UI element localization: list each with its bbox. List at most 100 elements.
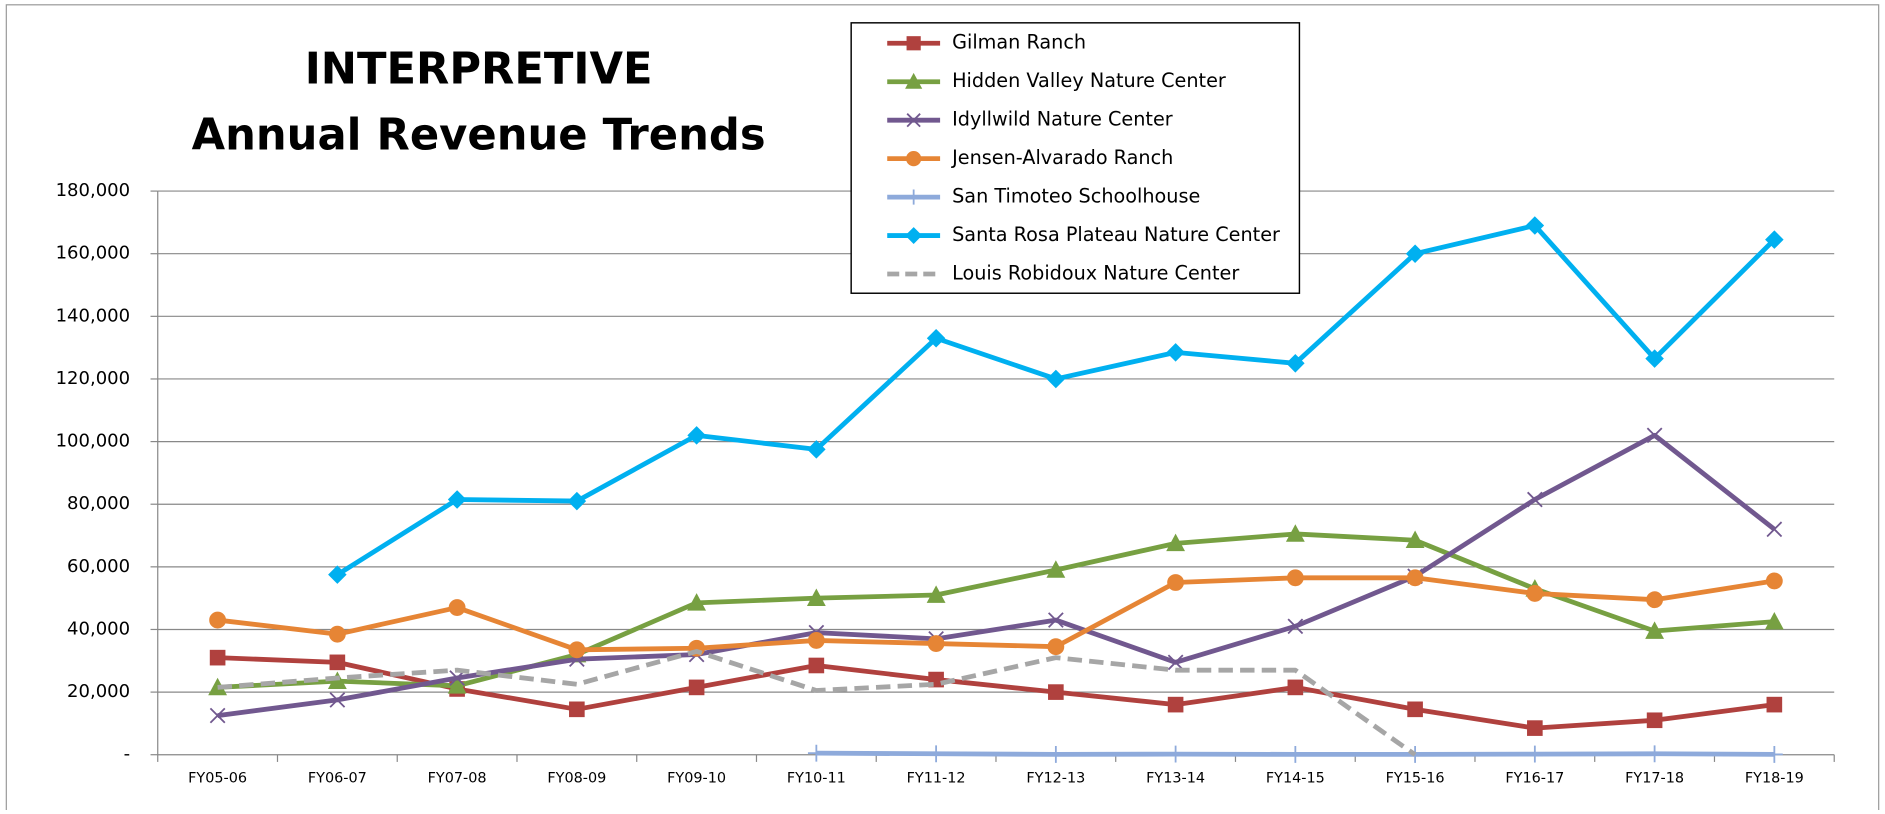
marker xyxy=(905,227,923,244)
marker xyxy=(927,635,945,652)
marker xyxy=(1406,569,1424,587)
y-tick-label: 40,000 xyxy=(67,618,130,639)
marker xyxy=(1405,244,1425,263)
marker xyxy=(567,491,587,511)
x-tick-label: FY18-19 xyxy=(1745,771,1804,787)
marker xyxy=(448,599,466,616)
legend-label: Louis Robidoux Nature Center xyxy=(952,262,1239,285)
marker xyxy=(447,490,467,509)
marker xyxy=(1166,343,1185,362)
marker xyxy=(807,632,825,649)
marker xyxy=(1287,679,1304,696)
marker xyxy=(906,113,921,128)
marker xyxy=(209,707,226,724)
series-line xyxy=(217,648,1417,757)
marker xyxy=(807,744,825,762)
y-tick-label: 80,000 xyxy=(67,493,130,514)
x-tick-label: FY07-08 xyxy=(428,771,487,787)
marker xyxy=(1766,521,1783,538)
y-tick-label: 120,000 xyxy=(56,368,131,389)
marker xyxy=(906,36,921,51)
marker xyxy=(1764,611,1784,630)
marker xyxy=(1285,524,1305,542)
y-tick-label: 160,000 xyxy=(56,243,131,264)
legend-label: Gilman Ranch xyxy=(952,31,1086,54)
marker xyxy=(1646,591,1664,609)
marker xyxy=(1526,745,1544,763)
marker xyxy=(808,657,825,674)
legend-label: San Timoteo Schoolhouse xyxy=(952,185,1200,208)
x-tick-label: FY12-13 xyxy=(1026,771,1085,787)
marker xyxy=(568,641,586,659)
marker xyxy=(329,654,346,671)
marker xyxy=(1645,621,1665,639)
marker xyxy=(209,611,227,629)
marker xyxy=(449,670,465,686)
x-tick-label: FY08-09 xyxy=(547,771,606,787)
marker xyxy=(1646,712,1663,729)
marker xyxy=(1046,369,1066,389)
y-tick-label: 100,000 xyxy=(56,431,131,452)
marker xyxy=(687,593,707,611)
x-tick-label: FY17-18 xyxy=(1625,771,1684,787)
x-tick-label: FY13-14 xyxy=(1146,771,1205,787)
x-tick-label: FY10-11 xyxy=(787,771,846,787)
marker xyxy=(1286,354,1305,373)
legend-label: Santa Rosa Plateau Nature Center xyxy=(952,223,1280,246)
y-tick-label: - xyxy=(124,744,131,765)
marker xyxy=(1645,349,1664,368)
marker xyxy=(1046,560,1066,578)
series-line xyxy=(217,655,1775,731)
marker xyxy=(1047,638,1065,656)
marker xyxy=(1766,696,1783,713)
marker xyxy=(1527,720,1543,736)
legend-label: Idyllwild Nature Center xyxy=(952,108,1173,131)
marker xyxy=(1765,230,1784,249)
marker xyxy=(1287,618,1304,635)
marker xyxy=(807,440,826,459)
marker xyxy=(1167,696,1184,713)
y-tick-label: 60,000 xyxy=(67,556,130,577)
marker xyxy=(1286,569,1304,587)
series-line xyxy=(217,531,1775,690)
x-tick-label: FY15-16 xyxy=(1386,771,1445,787)
marker xyxy=(447,676,467,694)
marker xyxy=(1526,585,1544,602)
x-tick-label: FY14-15 xyxy=(1266,771,1325,787)
legend-label: Jensen-Alvarado Ranch xyxy=(951,146,1173,169)
marker xyxy=(1407,701,1423,718)
marker xyxy=(806,588,826,606)
legend-label: Hidden Valley Nature Center xyxy=(952,69,1226,92)
marker xyxy=(1167,745,1185,763)
marker xyxy=(926,328,946,348)
marker xyxy=(328,565,347,584)
marker xyxy=(1286,745,1304,763)
legend: Gilman Ranch Hidden Valley Nature Center I… xyxy=(850,22,1301,294)
marker xyxy=(906,189,922,205)
x-tick-label: FY11-12 xyxy=(907,771,966,787)
x-tick-label: FY16-17 xyxy=(1505,771,1564,787)
marker xyxy=(329,692,346,708)
y-tick-label: 20,000 xyxy=(67,681,130,702)
marker xyxy=(1405,530,1425,549)
y-tick-label: 140,000 xyxy=(56,305,131,326)
marker xyxy=(1048,612,1064,628)
marker xyxy=(1646,745,1664,763)
marker xyxy=(1167,654,1184,671)
marker xyxy=(209,649,226,666)
marker xyxy=(905,72,923,89)
x-tick-label: FY05-06 xyxy=(188,771,247,787)
marker xyxy=(688,679,705,696)
series-line xyxy=(217,575,1775,653)
marker xyxy=(569,701,585,718)
marker xyxy=(1765,572,1783,590)
y-tick-label: 180,000 xyxy=(56,180,131,201)
marker xyxy=(926,585,946,603)
x-tick-label: FY09-10 xyxy=(667,771,726,787)
marker xyxy=(328,625,346,643)
marker xyxy=(1765,745,1783,763)
x-tick-label: FY06-07 xyxy=(308,771,367,787)
chart-title: INTERPRETIVE xyxy=(305,45,653,95)
marker xyxy=(906,151,922,167)
